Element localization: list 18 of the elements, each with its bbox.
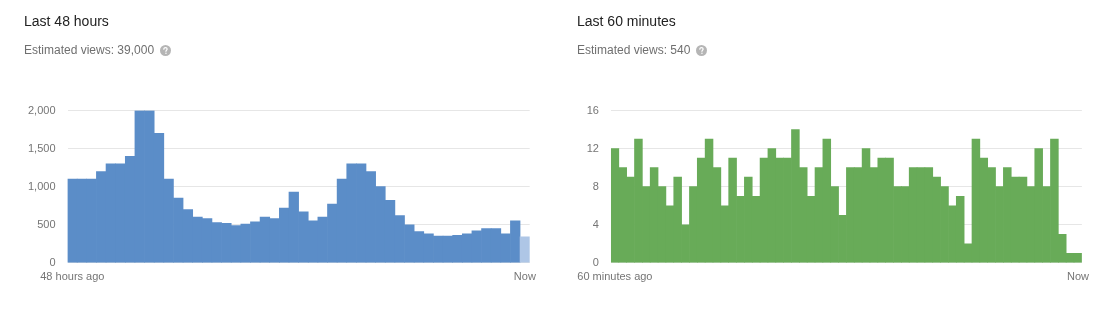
y-tick-label: 2,000 (28, 103, 56, 116)
y-tick-label: 1,000 (28, 179, 56, 192)
x-tick-label: Now (513, 270, 536, 283)
chart-subtitle: Estimated views: 540 (577, 43, 691, 57)
y-tick-label: 16 (586, 103, 599, 116)
y-tick-label: 0 (49, 255, 56, 268)
x-tick-label: 60 minutes ago (577, 270, 653, 283)
chart-title: Last 48 hours (24, 13, 109, 29)
x-tick-label: Now (1066, 270, 1089, 283)
y-tick-label: 1,500 (28, 141, 56, 154)
y-tick-label: 8 (592, 179, 599, 192)
y-tick-label: 0 (592, 255, 599, 268)
x-tick-label: 48 hours ago (40, 270, 105, 283)
chart-title: Last 60 minutes (577, 13, 676, 29)
y-tick-label: 500 (37, 217, 56, 230)
y-tick-label: 12 (586, 141, 599, 154)
y-tick-label: 4 (592, 217, 599, 230)
chart-subtitle: Estimated views: 39,000 (24, 43, 155, 57)
